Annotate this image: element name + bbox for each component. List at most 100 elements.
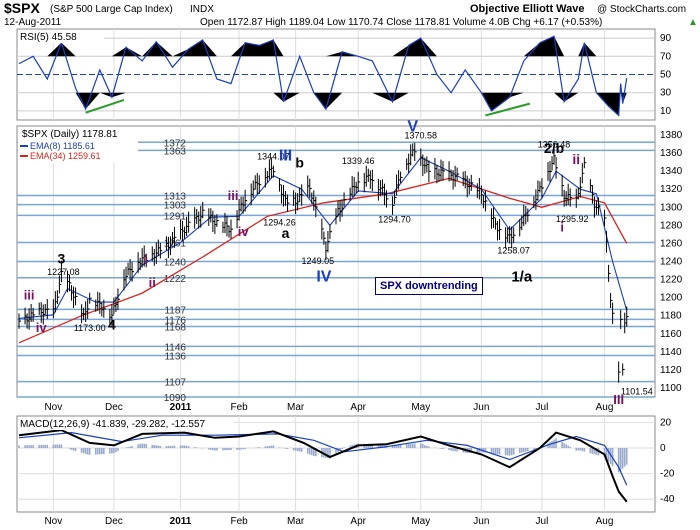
price-label: 1339.46 bbox=[342, 156, 375, 166]
price-tick: 1220 bbox=[660, 275, 683, 286]
level-label: 1107 bbox=[164, 378, 186, 389]
level-label: 1363 bbox=[164, 146, 187, 157]
macd-tick: 20 bbox=[660, 417, 672, 428]
price-tick: 1100 bbox=[660, 383, 682, 394]
level-label: 1146 bbox=[164, 342, 186, 353]
symbol: $SPX bbox=[4, 0, 40, 16]
wave-label: IV bbox=[316, 268, 331, 285]
rsi-label-bg bbox=[18, 30, 104, 43]
legend-bg bbox=[18, 127, 138, 163]
rsi-divergence-line bbox=[85, 99, 125, 114]
month-label-bottom: Jul bbox=[536, 516, 549, 527]
month-label: Jun bbox=[473, 402, 489, 413]
month-label: Dec bbox=[105, 402, 123, 413]
wave-label: ii bbox=[149, 275, 156, 290]
month-label: Feb bbox=[230, 402, 248, 413]
price-label: 1227.08 bbox=[47, 267, 80, 277]
month-label: Jul bbox=[536, 402, 549, 413]
macd-label: MACD(12,26,9) -41.839, -29.282, -12.557 bbox=[20, 419, 206, 430]
month-label: 2011 bbox=[170, 402, 192, 413]
wave-label: b bbox=[295, 155, 304, 171]
month-label: Nov bbox=[44, 402, 62, 413]
wave-label: 4 bbox=[108, 316, 116, 332]
wave-label: iv bbox=[36, 320, 48, 335]
macd-panel bbox=[16, 415, 656, 513]
level-label: 1187 bbox=[164, 305, 186, 316]
level-label: 1176 bbox=[164, 315, 186, 326]
price-tick: 1380 bbox=[660, 130, 683, 141]
level-label: 1372 bbox=[164, 138, 187, 149]
level-label: 1222 bbox=[164, 274, 187, 285]
rsi-tick: 50 bbox=[660, 70, 672, 81]
month-label-bottom: Dec bbox=[105, 516, 123, 527]
copyright: @ StockCharts.com bbox=[597, 4, 686, 15]
rsi-tick: 70 bbox=[660, 51, 672, 62]
price-label: 1249.05 bbox=[302, 256, 335, 266]
price-label: 1344.07 bbox=[257, 151, 290, 161]
macd-signal-line bbox=[18, 431, 628, 486]
month-label-bottom: Jun bbox=[473, 516, 489, 527]
price-tick: 1320 bbox=[660, 184, 683, 195]
price-tick: 1160 bbox=[660, 329, 682, 340]
month-label-bottom: May bbox=[411, 516, 430, 527]
price-tick: 1140 bbox=[660, 347, 682, 358]
price-label: 1294.26 bbox=[263, 217, 296, 227]
rsi-tick: 90 bbox=[660, 33, 672, 44]
level-label: 1136 bbox=[164, 351, 186, 362]
rsi-line bbox=[18, 35, 628, 117]
legend-ema34: EMA(34) 1259.61 bbox=[30, 151, 101, 161]
macd-line bbox=[18, 429, 628, 503]
month-label: Aug bbox=[596, 402, 614, 413]
price-label: 1295.92 bbox=[556, 214, 589, 224]
price-label: 1258.07 bbox=[497, 245, 530, 255]
rsi-overbought-fill bbox=[19, 36, 627, 57]
legend-price: $SPX (Daily) 1178.81 bbox=[22, 129, 118, 140]
wave-label: iii bbox=[228, 188, 239, 203]
wave-label: 2/b bbox=[544, 140, 564, 156]
macd-tick: -40 bbox=[660, 494, 675, 505]
month-label-bottom: Mar bbox=[287, 516, 305, 527]
price-tick: 1260 bbox=[660, 238, 683, 249]
legend-ema8: EMA(8) 1185.61 bbox=[30, 141, 95, 151]
level-label: 1313 bbox=[164, 192, 187, 203]
up-arrow-icon: ▲ bbox=[688, 17, 698, 28]
wave-label: 1/a bbox=[511, 268, 533, 285]
price-tick: 1120 bbox=[660, 365, 682, 376]
level-label: 1303 bbox=[164, 201, 187, 212]
price-tick: 1280 bbox=[660, 220, 683, 231]
ema8-line bbox=[18, 156, 628, 319]
wave-label: iv bbox=[238, 224, 250, 239]
macd-tick: 0 bbox=[660, 443, 666, 454]
month-label-bottom: Apr bbox=[350, 516, 366, 527]
price-label: 1173.00 bbox=[74, 323, 106, 333]
month-label-bottom: Nov bbox=[44, 516, 62, 527]
wave-label: III bbox=[613, 392, 624, 407]
price-tick: 1300 bbox=[660, 202, 683, 213]
index-name: (S&P 500 Large Cap Index) bbox=[50, 4, 173, 15]
month-label-bottom: Feb bbox=[230, 516, 248, 527]
level-label: 1261 bbox=[164, 239, 187, 250]
level-label: 1168 bbox=[164, 323, 186, 334]
month-label-bottom: Aug bbox=[596, 516, 614, 527]
macd-label-bg bbox=[18, 417, 234, 430]
wave-label: i bbox=[144, 251, 148, 266]
level-label: 1090 bbox=[164, 393, 187, 404]
level-label: 1291 bbox=[164, 211, 187, 222]
rsi-label: RSI(5) 45.58 bbox=[20, 32, 77, 43]
brand: Objective Elliott Wave bbox=[470, 3, 585, 15]
wave-label: ii bbox=[572, 151, 580, 167]
price-tick: 1240 bbox=[660, 257, 683, 268]
downtrend-note: SPX downtrending bbox=[375, 277, 483, 295]
wave-label: V bbox=[407, 118, 418, 135]
month-label: Apr bbox=[350, 402, 366, 413]
wave-label: 3 bbox=[58, 250, 66, 266]
exchange: INDX bbox=[190, 4, 214, 15]
price-tick: 1360 bbox=[660, 148, 683, 159]
wave-label: i bbox=[560, 220, 564, 235]
price-label: 1101.54 bbox=[621, 386, 653, 396]
rsi-tick: 10 bbox=[660, 106, 672, 117]
level-label: 1240 bbox=[164, 258, 187, 269]
month-label: May bbox=[411, 402, 430, 413]
month-label: Mar bbox=[287, 402, 305, 413]
